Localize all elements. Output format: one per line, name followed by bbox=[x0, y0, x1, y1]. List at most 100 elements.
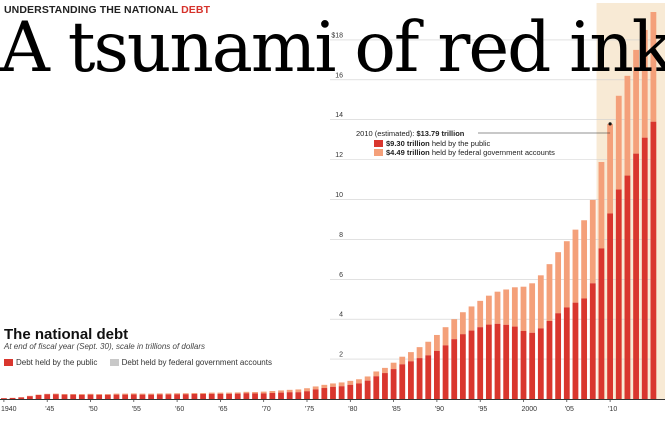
x-tick-label: '50 bbox=[89, 406, 98, 413]
headline: A tsunami of red ink bbox=[0, 8, 665, 88]
y-tick-label: 16 bbox=[335, 72, 343, 79]
bar-public bbox=[70, 394, 77, 399]
annotation-government-value: $4.49 trillion bbox=[386, 148, 430, 157]
bar-public bbox=[598, 248, 605, 399]
bar-public bbox=[130, 394, 137, 399]
bar-government bbox=[200, 393, 206, 395]
bar-government bbox=[321, 384, 328, 389]
bar-government bbox=[330, 383, 336, 387]
bar-public bbox=[451, 339, 458, 399]
bar-public bbox=[26, 396, 33, 399]
bar-government bbox=[139, 393, 146, 395]
bar-government bbox=[598, 162, 605, 249]
annotation-line-government: $4.49 trillion held by federal governmen… bbox=[356, 148, 555, 158]
x-tick-label: '80 bbox=[348, 406, 357, 413]
bar-government bbox=[61, 394, 68, 395]
bar-government bbox=[520, 286, 527, 331]
bar-government bbox=[485, 295, 492, 325]
bar-government bbox=[356, 379, 362, 384]
bar-public bbox=[208, 393, 215, 399]
bar-public bbox=[174, 394, 180, 399]
bar-public bbox=[96, 394, 103, 399]
bar-government bbox=[295, 389, 302, 393]
bar-public bbox=[260, 393, 267, 399]
y-tick-label: 8 bbox=[339, 232, 343, 239]
annotation-public-value: $9.30 trillion bbox=[386, 138, 430, 148]
bar-government bbox=[87, 393, 94, 395]
bar-government bbox=[459, 312, 466, 335]
bar-public bbox=[529, 332, 536, 399]
legend-swatch-government bbox=[109, 359, 119, 366]
bar-public bbox=[312, 389, 319, 399]
bar-public bbox=[234, 393, 241, 399]
legend-label-public: Debt held by the public bbox=[16, 358, 98, 367]
annotation-prefix: 2010 (estimated): bbox=[356, 129, 417, 138]
bar-government bbox=[260, 391, 267, 394]
bar-government bbox=[174, 393, 180, 395]
bar-government bbox=[408, 352, 414, 362]
x-tick-label: '95 bbox=[478, 406, 487, 413]
bar-public bbox=[581, 298, 588, 399]
bar-public bbox=[511, 326, 518, 399]
bar-government bbox=[468, 306, 475, 331]
bar-government bbox=[165, 393, 172, 395]
bar-public bbox=[537, 328, 544, 399]
annotation-total-value: $13.79 trillion bbox=[416, 129, 465, 138]
annotation-government-suffix: held by federal government accounts bbox=[429, 148, 555, 157]
bar-government bbox=[373, 371, 380, 377]
annotation-line-total: 2010 (estimated): $13.79 trillion bbox=[356, 129, 555, 139]
x-tick-label: '85 bbox=[392, 406, 401, 413]
kicker: UNDERSTANDING THE NATIONAL DEBT bbox=[4, 4, 210, 16]
bar-government bbox=[104, 394, 111, 395]
x-tick-label: '10 bbox=[608, 406, 617, 413]
bar-public bbox=[442, 345, 449, 399]
bar-public bbox=[356, 383, 362, 399]
bar-public bbox=[156, 394, 163, 399]
bar-public bbox=[633, 153, 639, 399]
bar-public bbox=[1, 398, 7, 399]
bar-government bbox=[451, 319, 458, 340]
bar-public bbox=[338, 386, 345, 399]
bar-public bbox=[321, 388, 328, 399]
bar-public bbox=[382, 373, 388, 399]
bar-public bbox=[347, 384, 354, 399]
bar-public bbox=[191, 394, 198, 399]
bar-government bbox=[312, 386, 319, 390]
bar-government bbox=[624, 75, 631, 176]
bar-public bbox=[485, 324, 492, 399]
bar-government bbox=[286, 389, 293, 393]
bar-government bbox=[347, 380, 354, 385]
bar-public bbox=[18, 397, 25, 399]
bar-public bbox=[503, 324, 510, 399]
bar-government bbox=[494, 291, 501, 324]
y-tick-label: $18 bbox=[331, 32, 343, 39]
bar-public bbox=[425, 355, 432, 399]
x-tick-label: '60 bbox=[175, 406, 184, 413]
bar-public bbox=[286, 392, 293, 399]
y-tick-label: 14 bbox=[335, 112, 343, 119]
bar-public bbox=[304, 391, 310, 399]
legend-swatch-public bbox=[4, 359, 13, 366]
bar-government bbox=[390, 362, 397, 370]
annotation-swatch-government bbox=[374, 149, 383, 156]
y-tick-label: 10 bbox=[335, 192, 343, 199]
bar-public bbox=[217, 393, 224, 399]
annotation-2010: 2010 (estimated): $13.79 trillion $9.30 … bbox=[356, 129, 555, 158]
bar-public bbox=[459, 334, 466, 399]
bar-government bbox=[416, 347, 423, 359]
bar-government bbox=[304, 388, 310, 392]
bar-government bbox=[589, 199, 596, 284]
annotation-public-suffix: held by the public bbox=[429, 138, 491, 148]
bar-government bbox=[615, 95, 622, 190]
bar-public bbox=[399, 364, 406, 399]
bar-public bbox=[607, 213, 613, 399]
x-tick-label: '75 bbox=[305, 406, 314, 413]
bar-government bbox=[243, 391, 250, 394]
bar-public bbox=[200, 394, 206, 399]
bar-public bbox=[416, 358, 423, 399]
bar-public bbox=[520, 330, 527, 399]
bar-government bbox=[191, 393, 198, 395]
x-tick-label: '65 bbox=[218, 406, 227, 413]
y-tick-label: 2 bbox=[339, 352, 343, 359]
y-tick-label: 12 bbox=[335, 152, 343, 159]
